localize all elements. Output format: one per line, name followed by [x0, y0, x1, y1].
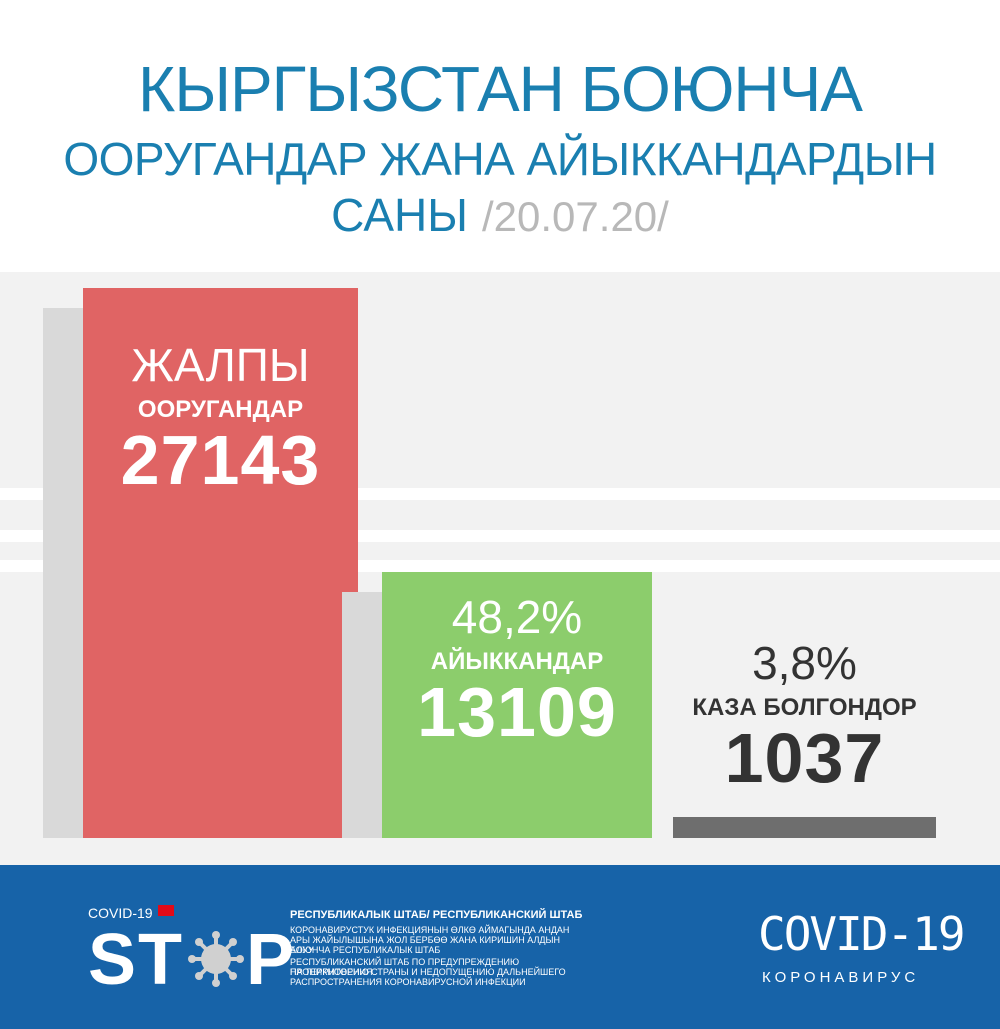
bar-category-label: ЖАЛПЫ: [131, 339, 310, 391]
bar-value: 27143: [120, 421, 321, 499]
flag-icon: [158, 905, 174, 916]
org-text: КОРОНАВИРУСТУК ИНФЕКЦИЯНЫН ӨЛКӨ АЙМАГЫНД…: [290, 925, 570, 935]
title-block: КЫРГЫЗСТАН БОЮНЧА ООРУГАНДАР ЖАНА АЙЫККА…: [0, 0, 1000, 245]
bar-sub-label: АЙЫККАНДАР: [430, 648, 604, 675]
org-text: АРЫ ЖАЙЫЛЫШЫНА ЖОЛ БЕРБӨӨ ЖАНА КИРИШИН А…: [290, 935, 560, 955]
bar-value: 13109: [417, 673, 617, 751]
subtitle-word: САНЫ: [331, 189, 468, 241]
bar-total-cases: [83, 288, 358, 838]
org-text: НА ТЕРРИТОРИЮ СТРАНЫ И НЕДОПУЩЕНИЮ ДАЛЬН…: [290, 967, 566, 977]
bar-recovered: [382, 572, 652, 838]
org-text: БОЮНЧА РЕСПУБЛИКАЛЫК ШТАБ: [290, 945, 441, 955]
org-text: РАСПРОСТРАНЕНИЯ КОРОНАВИРУСНОЙ ИНФЕКЦИИ: [290, 977, 526, 987]
bar-sub-label: ООРУГАНДАР: [137, 396, 304, 423]
chart-area: ЖАЛПЫ ООРУГАНДАР 27143 48,2% АЙЫККАНДАР 13109…: [0, 240, 1000, 865]
stop-logo: ST P: [88, 919, 296, 1001]
bar-recovered-labels: 48,2% АЙЫККАНДАР 13109: [362, 590, 672, 752]
org-title: РЕСПУБЛИКАЛЫК ШТАБ/ РЕСПУБЛИКАНСКИЙ ШТАБ: [290, 909, 583, 921]
brand-title: COVID-19: [758, 907, 966, 961]
brand-subtitle: КОРОНАВИРУС: [762, 969, 920, 986]
virus-icon: [188, 931, 244, 987]
page-title: КЫРГЫЗСТАН БОЮНЧА: [138, 53, 863, 125]
bar-value: 1037: [724, 719, 885, 797]
page-subtitle-line3: САНЫ/20.07.20/: [0, 188, 1000, 242]
report-date: /20.07.20/: [482, 193, 669, 240]
bar-percentage: 3,8%: [752, 637, 857, 689]
stop-text-end: P: [246, 920, 297, 1000]
bar-percentage: 48,2%: [451, 591, 583, 643]
footer: COVID-19 ST P РЕСПУБЛИКАЛЫК ШТАБ/ РЕСПУБЛ…: [0, 865, 1000, 1029]
page-subtitle: ООРУГАНДАР ЖАНА АЙЫККАНДАРДЫН: [63, 133, 937, 185]
bar-deaths: [673, 817, 936, 838]
bg-stripe: [0, 240, 1000, 272]
bar-sub-label: КАЗА БОЛГОНДОР: [692, 694, 917, 721]
bar-total-cases-labels: ЖАЛПЫ ООРУГАНДАР 27143: [63, 338, 378, 500]
stop-text: ST: [88, 920, 185, 1000]
covid-label: COVID-19: [88, 905, 153, 921]
org-text: РЕСПУБЛИКАНСКИЙ ШТАБ ПО ПРЕДУПРЕЖДЕНИЮ П…: [290, 957, 520, 977]
bar-deaths-labels: 3,8% КАЗА БОЛГОНДОР 1037: [653, 636, 956, 798]
